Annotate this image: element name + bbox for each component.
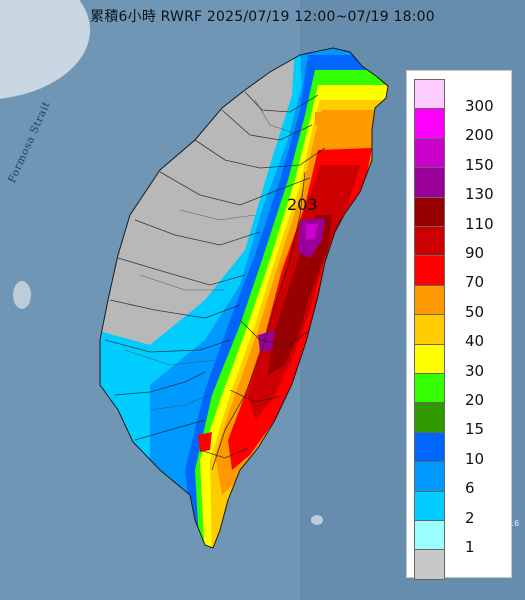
legend-swatch xyxy=(414,314,445,345)
corner-tick-label: 16 xyxy=(509,519,520,528)
legend-label: 10 xyxy=(465,449,485,468)
legend-swatch xyxy=(414,108,445,139)
legend-swatch xyxy=(414,284,445,316)
county-boundaries xyxy=(104,91,326,471)
legend-label: 1 xyxy=(465,538,475,556)
legend-swatch xyxy=(414,79,445,110)
legend-swatch xyxy=(414,373,445,404)
legend-label: 70 xyxy=(465,273,485,292)
legend-swatch xyxy=(414,137,445,169)
legend-swatch xyxy=(414,343,445,374)
legend-label: 20 xyxy=(465,391,485,409)
legend-label: 200 xyxy=(465,126,494,145)
legend-label: 150 xyxy=(465,155,494,174)
legend-swatch xyxy=(414,167,445,198)
legend-swatch xyxy=(414,549,445,580)
legend-label: 50 xyxy=(465,302,485,321)
legend-label: 40 xyxy=(465,332,485,351)
rivers xyxy=(124,99,301,411)
legend-swatch xyxy=(414,255,445,286)
penghu-islands xyxy=(13,281,31,309)
legend-swatch xyxy=(414,402,445,433)
map-title: 累積6小時 RWRF 2025/07/19 12:00~07/19 18:00 xyxy=(90,9,435,25)
legend-label: 300 xyxy=(465,97,494,115)
legend-label: 30 xyxy=(465,361,485,380)
legend-label: 15 xyxy=(465,420,485,439)
legend-swatch xyxy=(414,490,445,521)
legend-label: 2 xyxy=(465,508,475,527)
legend: 300 200 150 130 110 90 70 50 40 30 20 15… xyxy=(406,70,512,580)
rain-band-150 xyxy=(306,224,318,240)
legend-swatch xyxy=(414,226,445,257)
legend-swatch xyxy=(414,520,445,551)
legend-label: 130 xyxy=(465,185,494,204)
mainland-coast xyxy=(0,0,90,99)
legend-label: 110 xyxy=(465,214,494,233)
legend-swatch xyxy=(414,431,445,463)
legend-label: 6 xyxy=(465,479,475,498)
rain-isolated-south xyxy=(198,432,212,452)
coastline xyxy=(99,47,389,549)
rain-small-top-band xyxy=(315,112,339,126)
legend-swatch xyxy=(414,461,445,492)
legend-label: 90 xyxy=(465,244,485,262)
rain-band-110 xyxy=(268,215,332,375)
legend-swatch xyxy=(414,196,445,227)
green-island xyxy=(311,515,323,525)
max-rainfall-label: 203 xyxy=(287,195,318,214)
